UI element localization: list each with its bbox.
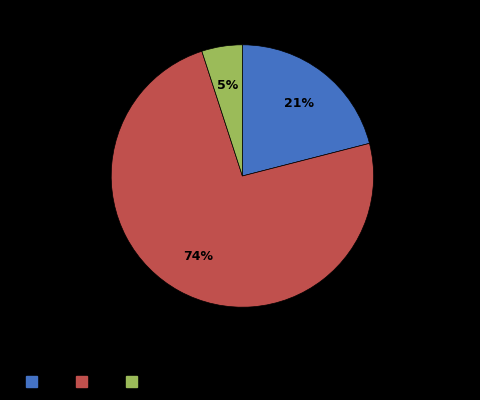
Text: 21%: 21%: [284, 97, 314, 110]
Legend: , , : , ,: [26, 375, 148, 389]
Wedge shape: [202, 45, 242, 176]
Wedge shape: [111, 51, 373, 307]
Text: 5%: 5%: [217, 79, 239, 92]
Text: 74%: 74%: [183, 250, 213, 263]
Wedge shape: [242, 45, 370, 176]
